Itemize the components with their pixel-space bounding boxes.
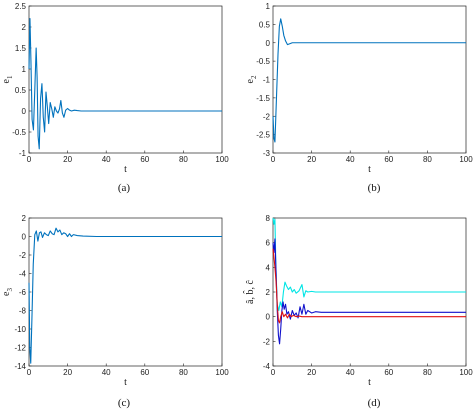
y-tick-label: 0.5 bbox=[259, 20, 271, 29]
x-tick-label: 40 bbox=[102, 368, 111, 377]
chart-panel-2: 0 20 40 60 80 100 -3 -2.5 -2 -1.5 -1 -0.5 0 0.5 1 t e2 (b… bbox=[245, 2, 473, 194]
x-tick-label: 0 bbox=[271, 368, 276, 377]
x-tick-label: 100 bbox=[459, 368, 473, 377]
y-tick-label: 8 bbox=[266, 214, 271, 223]
y-axis-label-text: e bbox=[1, 291, 12, 296]
series-line-3 bbox=[272, 248, 466, 324]
x-tick-label: 20 bbox=[307, 155, 316, 164]
y-axis-label-text: e bbox=[1, 78, 12, 83]
chart-panel-4: 0 20 40 60 80 100 -4 -2 0 2 4 6 8 t â, b̂, ĉ (d) bbox=[243, 214, 474, 409]
y-tick-label: -8 bbox=[19, 307, 27, 316]
y-axis-label: â, b̂, ĉ bbox=[243, 280, 256, 304]
y-axis-label: e2 bbox=[245, 75, 258, 83]
x-tick-label: 60 bbox=[384, 155, 393, 164]
x-tick-label: 40 bbox=[346, 368, 355, 377]
series-line-1 bbox=[272, 18, 466, 143]
x-tick-label: 0 bbox=[27, 155, 32, 164]
panel-label: (d) bbox=[368, 397, 381, 409]
y-tick-label: 2 bbox=[22, 23, 27, 32]
y-tick-label: -12 bbox=[14, 344, 26, 353]
y-axis-label-subscript: 3 bbox=[6, 288, 14, 292]
series-line-1 bbox=[272, 217, 466, 312]
y-tick-label: -2.5 bbox=[256, 131, 270, 140]
plot-frame bbox=[272, 5, 467, 154]
y-tick-label: 4 bbox=[266, 263, 271, 272]
y-tick-label: 0 bbox=[22, 107, 27, 116]
y-tick-label: 0 bbox=[266, 39, 271, 48]
x-tick-label: 40 bbox=[102, 155, 111, 164]
y-tick-label: -2 bbox=[263, 337, 271, 346]
y-tick-label: 0 bbox=[266, 313, 271, 322]
plot-frame bbox=[28, 5, 223, 154]
y-axis-label: e3 bbox=[1, 288, 14, 296]
x-axis-label: t bbox=[124, 377, 127, 388]
y-tick-label: -1 bbox=[263, 76, 271, 85]
y-tick-label: 1 bbox=[22, 65, 27, 74]
y-axis-label-text: â, b̂, ĉ bbox=[243, 280, 256, 304]
x-tick-label: 80 bbox=[423, 155, 432, 164]
y-tick-label: -6 bbox=[19, 288, 27, 297]
y-tick-label: 2.5 bbox=[15, 2, 27, 11]
x-tick-label: 60 bbox=[384, 368, 393, 377]
y-tick-label: -0.5 bbox=[256, 57, 270, 66]
x-tick-label: 80 bbox=[179, 155, 188, 164]
y-tick-label: 6 bbox=[266, 239, 271, 248]
y-tick-label: -2 bbox=[263, 112, 271, 121]
panel-label: (b) bbox=[368, 182, 381, 194]
series-line-2 bbox=[272, 238, 466, 345]
y-axis-label-text: e bbox=[245, 78, 256, 83]
y-tick-label: -4 bbox=[19, 270, 27, 279]
y-axis-label-subscript: 1 bbox=[6, 75, 14, 79]
x-axis-label: t bbox=[368, 164, 371, 175]
series-line-1 bbox=[28, 18, 222, 150]
x-tick-label: 20 bbox=[63, 368, 72, 377]
y-tick-label: -1.5 bbox=[256, 94, 270, 103]
y-tick-label: -14 bbox=[14, 362, 26, 371]
y-tick-label: 0.5 bbox=[15, 86, 27, 95]
y-tick-label: 0 bbox=[22, 233, 27, 242]
x-tick-label: 20 bbox=[63, 155, 72, 164]
y-tick-label: 1 bbox=[266, 2, 271, 11]
x-tick-label: 100 bbox=[459, 155, 473, 164]
y-tick-label: -0.5 bbox=[12, 128, 26, 137]
x-axis-label: t bbox=[124, 164, 127, 175]
y-axis-label-subscript: 2 bbox=[250, 75, 258, 79]
x-tick-label: 100 bbox=[215, 155, 229, 164]
series-line-1 bbox=[28, 227, 222, 364]
x-tick-label: 80 bbox=[179, 368, 188, 377]
x-tick-label: 60 bbox=[140, 368, 149, 377]
x-axis-label: t bbox=[368, 377, 371, 388]
y-tick-label: 2 bbox=[22, 214, 27, 223]
y-tick-label: 1.5 bbox=[15, 44, 27, 53]
y-tick-label: 2 bbox=[266, 288, 271, 297]
plot-frame bbox=[28, 217, 223, 367]
x-tick-label: 0 bbox=[271, 155, 276, 164]
y-tick-label: -2 bbox=[19, 251, 27, 260]
x-tick-label: 0 bbox=[27, 368, 32, 377]
x-tick-label: 80 bbox=[423, 368, 432, 377]
y-tick-label: -10 bbox=[14, 325, 26, 334]
x-tick-label: 100 bbox=[215, 368, 229, 377]
x-tick-label: 40 bbox=[346, 155, 355, 164]
x-tick-label: 20 bbox=[307, 368, 316, 377]
y-tick-label: -3 bbox=[263, 149, 271, 158]
x-tick-label: 60 bbox=[140, 155, 149, 164]
y-tick-label: -4 bbox=[263, 362, 271, 371]
y-axis-label: e1 bbox=[1, 75, 14, 83]
panel-label: (c) bbox=[118, 397, 131, 409]
y-tick-label: -1 bbox=[19, 149, 27, 158]
panel-label: (a) bbox=[118, 182, 131, 194]
chart-panel-3: 0 20 40 60 80 100 -14 -12 -10 -8 -6 -4 -2 0 2 t e3 (c) bbox=[1, 214, 229, 409]
